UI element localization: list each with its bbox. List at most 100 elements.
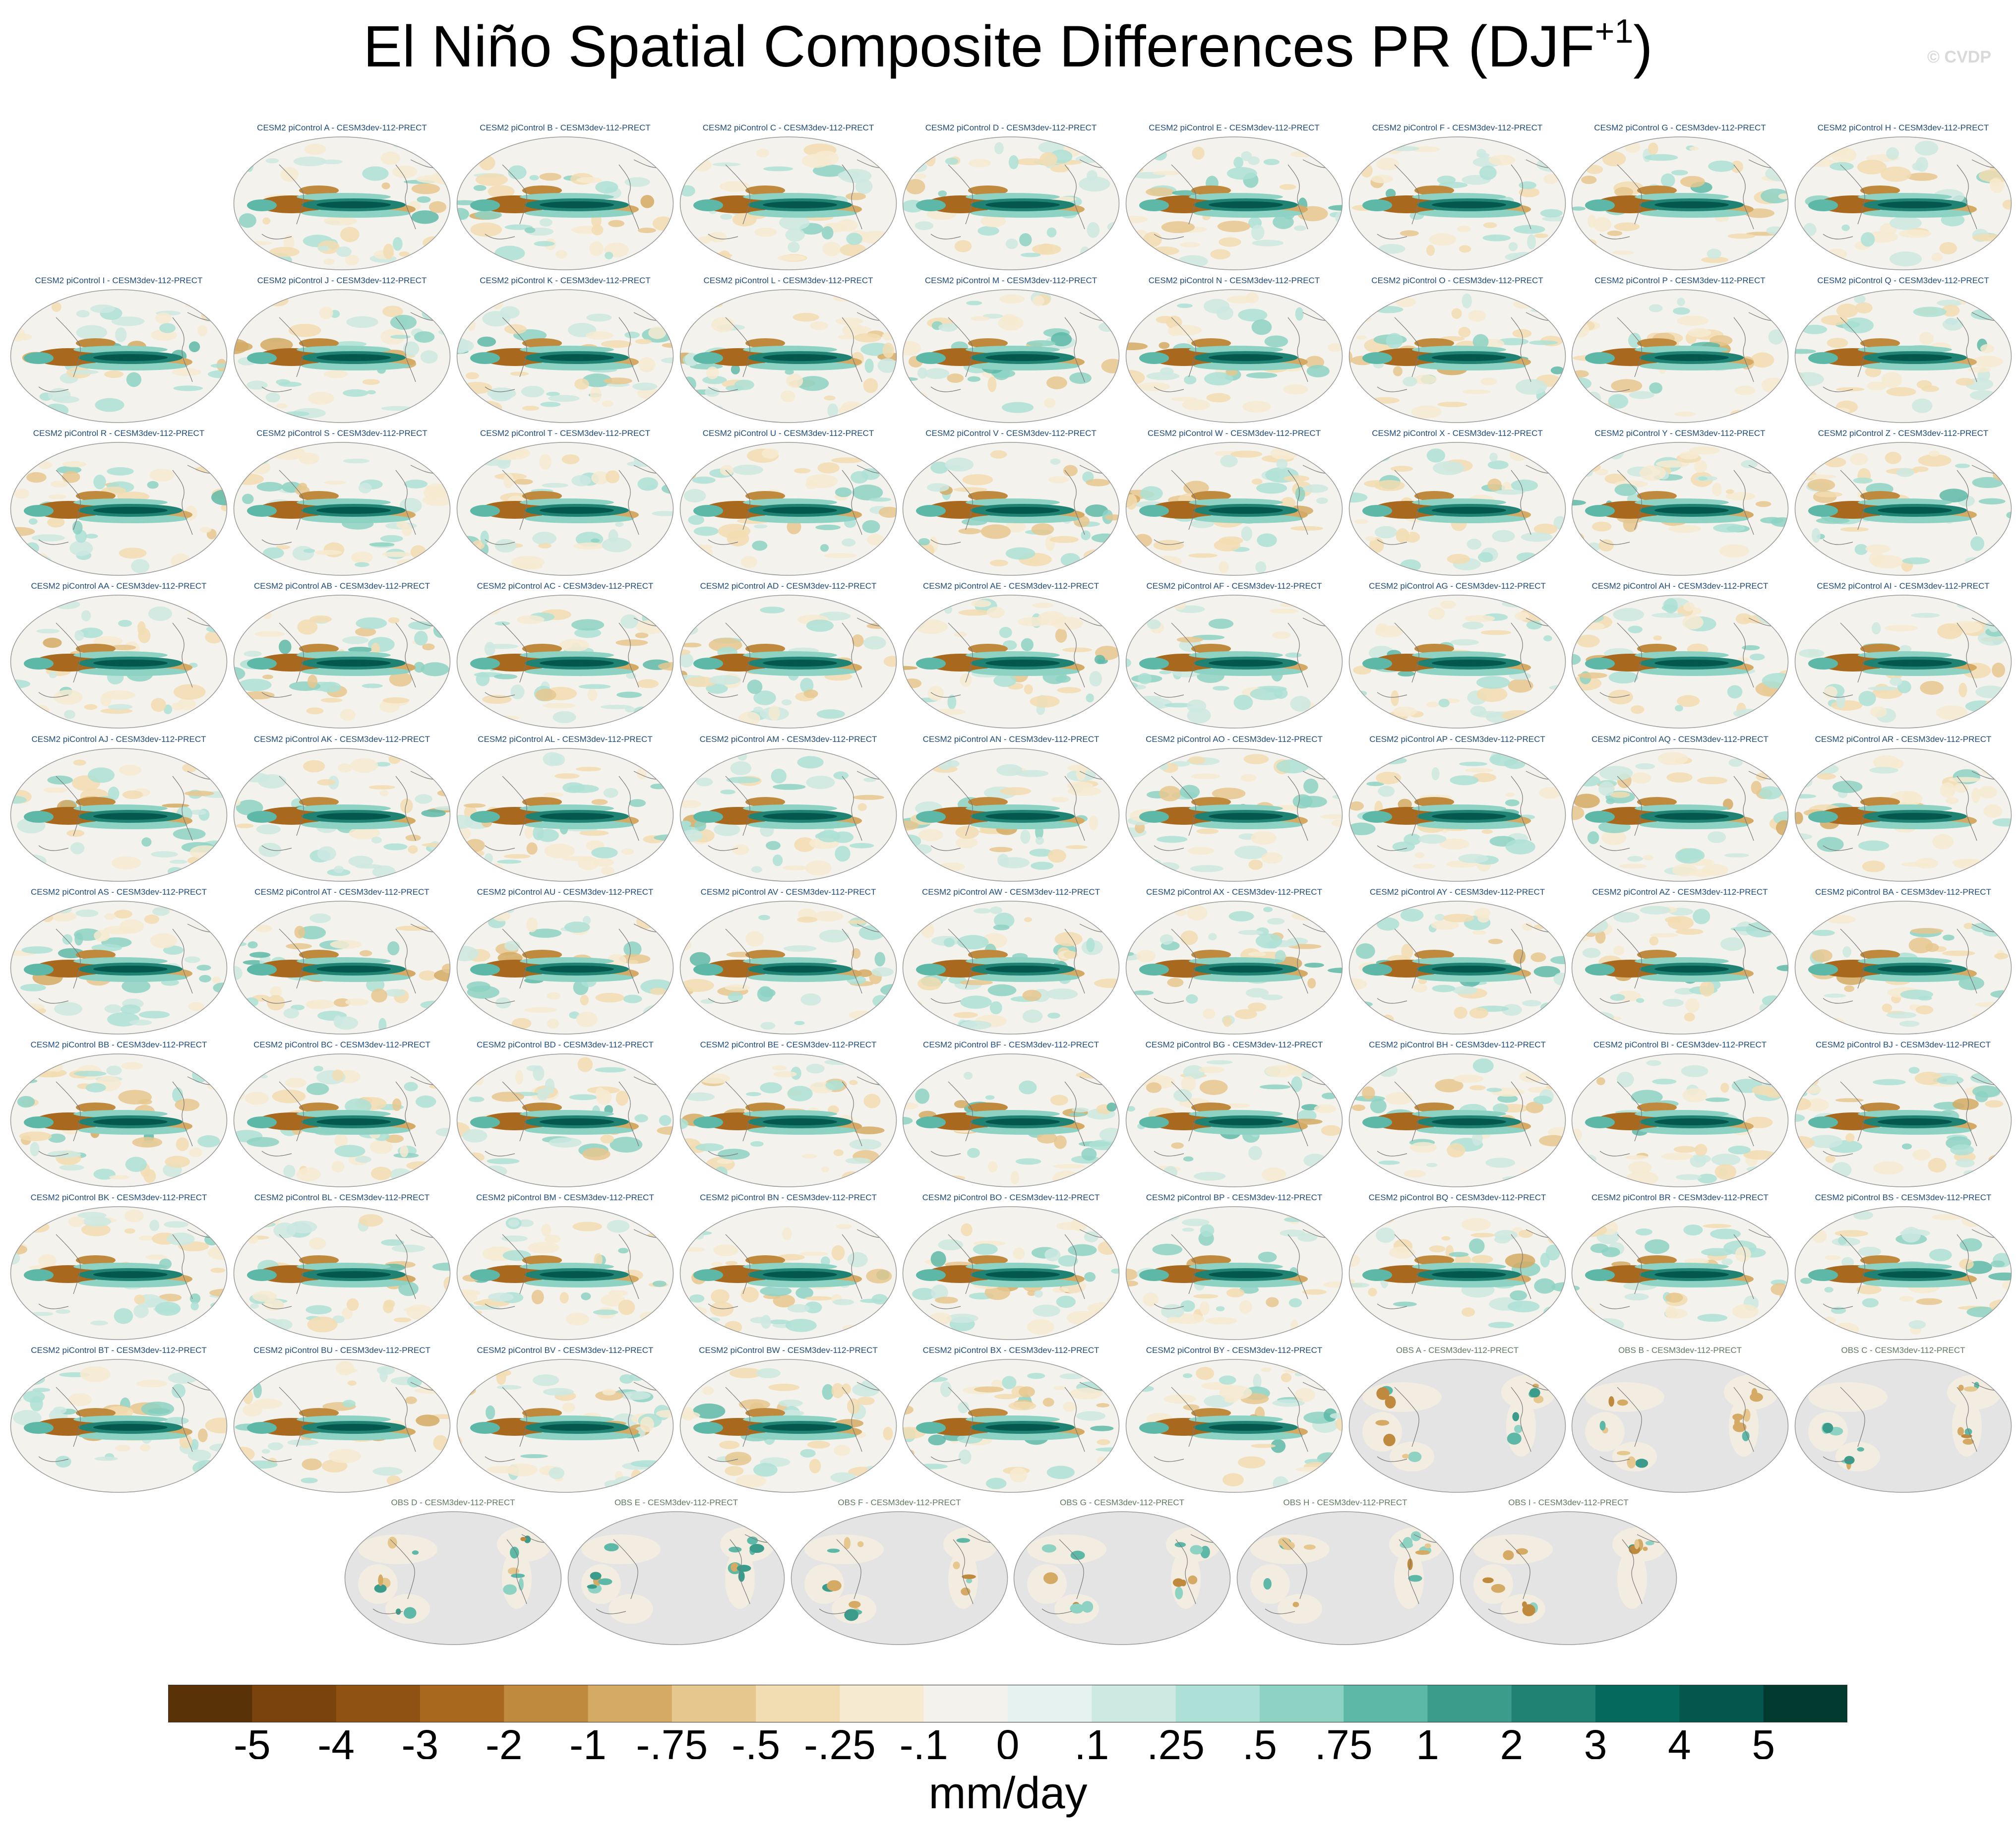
model-panel: CESM2 piControl A - CESM3dev-112-PRECT xyxy=(232,123,452,272)
panel-title: CESM2 piControl BG - CESM3dev-112-PRECT xyxy=(1145,1040,1323,1049)
model-panel: CESM2 piControl AX - CESM3dev-112-PRECT xyxy=(1124,887,1344,1036)
colorbar-tick-label: -.5 xyxy=(732,1721,780,1759)
model-panel: CESM2 piControl BH - CESM3dev-112-PRECT xyxy=(1347,1040,1567,1189)
colorbar-segment xyxy=(1175,1685,1260,1722)
model-panel: CESM2 piControl BF - CESM3dev-112-PRECT xyxy=(901,1040,1121,1189)
panel-map xyxy=(679,1206,897,1340)
model-panel: CESM2 piControl K - CESM3dev-112-PRECT xyxy=(455,276,675,425)
model-panel: CESM2 piControl BR - CESM3dev-112-PRECT xyxy=(1570,1193,1790,1342)
panel-map xyxy=(679,1359,897,1493)
model-panel: CESM2 piControl AO - CESM3dev-112-PRECT xyxy=(1124,735,1344,883)
panel-map xyxy=(1571,748,1789,882)
panel-map xyxy=(233,442,451,576)
panel-title: CESM2 piControl I - CESM3dev-112-PRECT xyxy=(35,276,203,285)
colorbar-segment xyxy=(504,1685,588,1722)
model-panel: CESM2 piControl BT - CESM3dev-112-PRECT xyxy=(9,1346,229,1494)
panel-title: CESM2 piControl Z - CESM3dev-112-PRECT xyxy=(1818,429,1989,438)
panel-title: CESM2 piControl BR - CESM3dev-112-PRECT xyxy=(1591,1193,1769,1202)
panel-map xyxy=(1571,442,1789,576)
colorbar-tick-label: 3 xyxy=(1584,1721,1607,1759)
model-panel: CESM2 piControl BW - CESM3dev-112-PRECT xyxy=(678,1346,898,1494)
panel-map xyxy=(679,901,897,1035)
panel-map xyxy=(902,136,1120,270)
panel-map xyxy=(456,1053,674,1187)
obs-panel: OBS B - CESM3dev-112-PRECT xyxy=(1570,1346,1790,1494)
panel-title: CESM2 piControl BH - CESM3dev-112-PRECT xyxy=(1369,1040,1546,1049)
panel-map xyxy=(456,1359,674,1493)
model-panel: CESM2 piControl D - CESM3dev-112-PRECT xyxy=(901,123,1121,272)
model-panel: CESM2 piControl B - CESM3dev-112-PRECT xyxy=(455,123,675,272)
panel-title: CESM2 piControl BP - CESM3dev-112-PRECT xyxy=(1146,1193,1323,1202)
panel-map xyxy=(233,289,451,423)
panel-map xyxy=(456,595,674,729)
model-panel: CESM2 piControl AR - CESM3dev-112-PRECT xyxy=(1793,735,2013,883)
panel-map xyxy=(1571,1206,1789,1340)
panel-map xyxy=(456,442,674,576)
panel-map xyxy=(233,595,451,729)
model-panel: CESM2 piControl BK - CESM3dev-112-PRECT xyxy=(9,1193,229,1342)
colorbar-tick-label: -.25 xyxy=(804,1721,876,1759)
model-panel: CESM2 piControl AE - CESM3dev-112-PRECT xyxy=(901,581,1121,730)
panel-title: CESM2 piControl H - CESM3dev-112-PRECT xyxy=(1817,123,1989,132)
panel-title: CESM2 piControl AN - CESM3dev-112-PRECT xyxy=(922,735,1100,744)
obs-panel: OBS E - CESM3dev-112-PRECT xyxy=(566,1498,786,1647)
panel-map xyxy=(1571,1053,1789,1187)
obs-panel: OBS C - CESM3dev-112-PRECT xyxy=(1793,1346,2013,1494)
panel-map xyxy=(1125,289,1343,423)
colorbar-segment xyxy=(1679,1685,1764,1722)
panel-map xyxy=(1125,1053,1343,1187)
panel-title: CESM2 piControl BV - CESM3dev-112-PRECT xyxy=(477,1346,654,1355)
model-panel: CESM2 piControl BG - CESM3dev-112-PRECT xyxy=(1124,1040,1344,1189)
panel-title: CESM2 piControl AA - CESM3dev-112-PRECT xyxy=(31,581,207,591)
colorbar-segment xyxy=(252,1685,337,1722)
colorbar-segment xyxy=(672,1685,756,1722)
colorbar-tick-label: -3 xyxy=(402,1721,439,1759)
panel-title: CESM2 piControl N - CESM3dev-112-PRECT xyxy=(1148,276,1320,285)
obs-panel: OBS H - CESM3dev-112-PRECT xyxy=(1235,1498,1455,1647)
panel-map xyxy=(1794,1206,2012,1340)
panel-map xyxy=(1348,1359,1566,1493)
panel-title: CESM2 piControl BJ - CESM3dev-112-PRECT xyxy=(1815,1040,1991,1049)
panel-title: CESM2 piControl AH - CESM3dev-112-PRECT xyxy=(1591,581,1769,591)
panel-title: CESM2 piControl AX - CESM3dev-112-PRECT xyxy=(1146,887,1322,897)
obs-panel: OBS G - CESM3dev-112-PRECT xyxy=(1012,1498,1232,1647)
model-panel: CESM2 piControl BU - CESM3dev-112-PRECT xyxy=(232,1346,452,1494)
panel-title: CESM2 piControl BO - CESM3dev-112-PRECT xyxy=(922,1193,1100,1202)
panel-map xyxy=(233,1206,451,1340)
model-panel: CESM2 piControl BB - CESM3dev-112-PRECT xyxy=(9,1040,229,1189)
colorbar-tick-label: -2 xyxy=(486,1721,523,1759)
panel-title: CESM2 piControl AO - CESM3dev-112-PRECT xyxy=(1146,735,1323,744)
panel-title: CESM2 piControl L - CESM3dev-112-PRECT xyxy=(703,276,873,285)
cvdp-watermark: © CVDP xyxy=(1927,48,1991,66)
model-panel: CESM2 piControl AU - CESM3dev-112-PRECT xyxy=(455,887,675,1036)
panel-title: OBS F - CESM3dev-112-PRECT xyxy=(838,1498,961,1507)
model-panel: CESM2 piControl BY - CESM3dev-112-PRECT xyxy=(1124,1346,1344,1494)
panel-title: CESM2 piControl X - CESM3dev-112-PRECT xyxy=(1372,429,1543,438)
model-panel: CESM2 piControl Q - CESM3dev-112-PRECT xyxy=(1793,276,2013,425)
colorbar-segment xyxy=(1344,1685,1428,1722)
panel-map xyxy=(679,748,897,882)
panel-map xyxy=(1571,136,1789,270)
model-panel: CESM2 piControl BC - CESM3dev-112-PRECT xyxy=(232,1040,452,1189)
model-panel: CESM2 piControl AQ - CESM3dev-112-PRECT xyxy=(1570,735,1790,883)
model-panel: CESM2 piControl AK - CESM3dev-112-PRECT xyxy=(232,735,452,883)
model-panel: CESM2 piControl BV - CESM3dev-112-PRECT xyxy=(455,1346,675,1494)
obs-panel: OBS A - CESM3dev-112-PRECT xyxy=(1347,1346,1567,1494)
model-panel: CESM2 piControl BE - CESM3dev-112-PRECT xyxy=(678,1040,898,1189)
colorbar-segment xyxy=(1595,1685,1680,1722)
panel-map xyxy=(10,748,228,882)
panel-map xyxy=(679,1053,897,1187)
panel-title: CESM2 piControl AR - CESM3dev-112-PRECT xyxy=(1815,735,1992,744)
panel-map xyxy=(1794,442,2012,576)
model-panel: CESM2 piControl T - CESM3dev-112-PRECT xyxy=(455,429,675,577)
panel-map xyxy=(679,136,897,270)
panel-title: CESM2 piControl AW - CESM3dev-112-PRECT xyxy=(922,887,1100,897)
model-panel: CESM2 piControl BM - CESM3dev-112-PRECT xyxy=(455,1193,675,1342)
colorbar-segment xyxy=(1008,1685,1092,1722)
panel-title: CESM2 piControl Q - CESM3dev-112-PRECT xyxy=(1817,276,1989,285)
model-panel: CESM2 piControl AC - CESM3dev-112-PRECT xyxy=(455,581,675,730)
panel-title: CESM2 piControl AT - CESM3dev-112-PRECT xyxy=(254,887,429,897)
panel-map xyxy=(10,595,228,729)
panel-title: CESM2 piControl AC - CESM3dev-112-PRECT xyxy=(477,581,654,591)
model-panel: CESM2 piControl BI - CESM3dev-112-PRECT xyxy=(1570,1040,1790,1189)
